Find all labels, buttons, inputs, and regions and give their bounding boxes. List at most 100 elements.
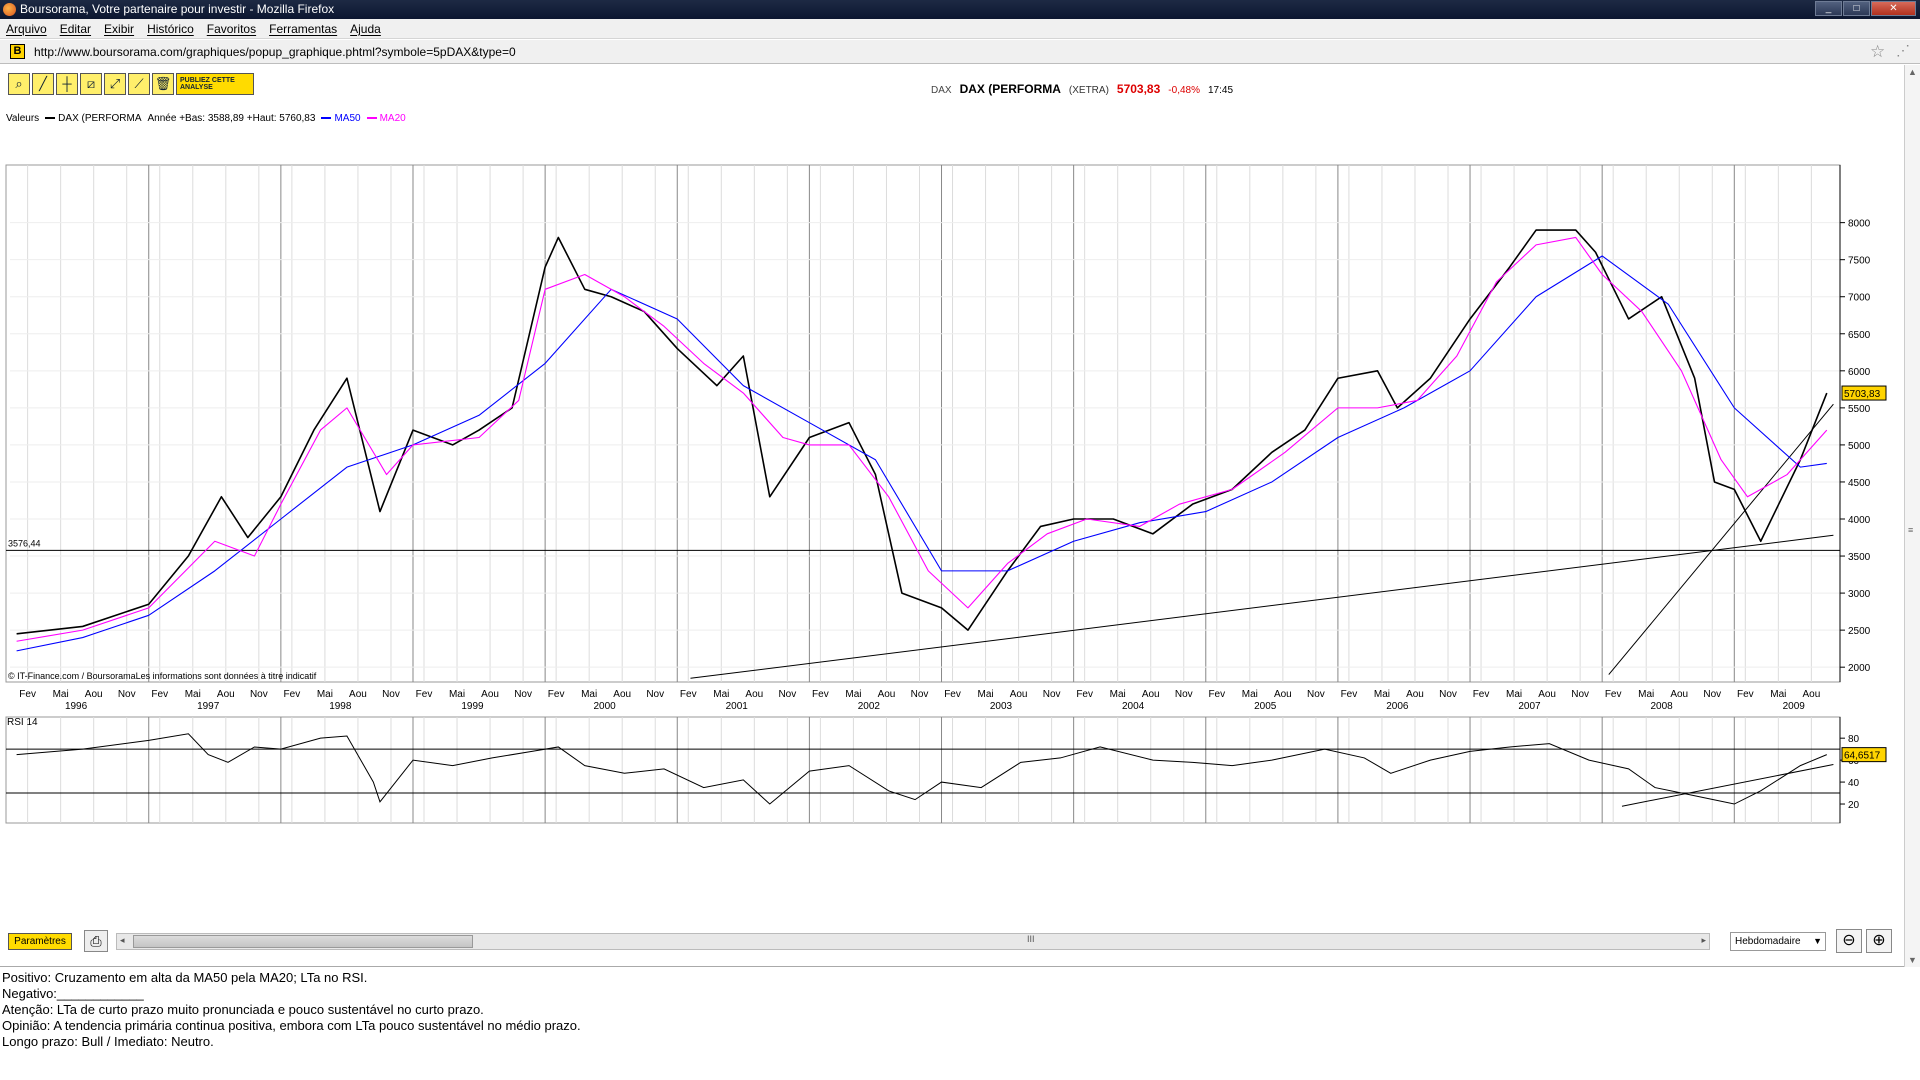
period-select[interactable]: Hebdomadaire ▼ [1730,932,1826,951]
bookmark-star-icon[interactable]: ☆ [1870,42,1886,61]
scroll-grip-icon: III [1027,934,1035,944]
y-tick-label: 3500 [1848,552,1871,563]
x-month-label: Mai [1506,689,1522,700]
analysis-notes: Positivo: Cruzamento em alta da MA50 pel… [2,970,581,1050]
url-field[interactable]: http://www.boursorama.com/graphiques/pop… [34,45,516,59]
zoom-out-icon[interactable]: ⊖ [1836,929,1862,953]
x-month-label: Nov [1175,689,1193,700]
rsi-line [16,733,1827,805]
x-year-label: 1998 [329,701,352,712]
zoom-in-icon[interactable]: ⊕ [1866,929,1892,953]
close-button[interactable]: ✕ [1871,1,1916,16]
x-month-label: Fev [944,689,961,700]
resize-grip-icon[interactable]: ⋰ [1896,42,1910,58]
y-tick-label: 4500 [1848,478,1871,489]
trash-icon[interactable]: 🗑 [152,73,174,95]
x-month-label: Nov [1703,689,1721,700]
x-month-label: Aou [1142,689,1160,700]
chart-toolbar: ⌕ ╱ ┼ ⧄ ⤢ ⟋ 🗑 PUBLIEZ CETTE ANALYSE [8,73,254,95]
maximize-button[interactable]: □ [1843,1,1870,16]
x-month-label: Aou [1274,689,1292,700]
x-month-label: Mai [1638,689,1654,700]
x-month-label: Aou [613,689,631,700]
print-icon[interactable]: ⎙ [84,930,108,952]
x-month-label: Mai [713,689,729,700]
scroll-down-icon[interactable]: ▼ [1908,955,1917,965]
rsi-y-tick-label: 80 [1848,734,1860,745]
ma50-line [16,255,1827,652]
menu-arquivo[interactable]: Arquivo [6,21,47,36]
scroll-up-icon[interactable]: ▲ [1908,67,1917,77]
menu-exibir[interactable]: Exibir [104,21,135,36]
legend-valeurs: Valeurs [6,113,40,124]
zoom-tool-icon[interactable]: ⌕ [8,73,30,95]
trendline [690,534,1834,679]
y-tick-label: 2500 [1848,626,1871,637]
quote-name: DAX (PERFORMA [959,82,1061,96]
menu-favoritos[interactable]: Favoritos [206,21,257,36]
x-month-label: Nov [1439,689,1457,700]
x-month-label: Fev [416,689,433,700]
fibonacci-tool-icon[interactable]: ⤢ [104,73,126,95]
scroll-right-icon[interactable]: ▸ [1701,935,1706,945]
x-month-label: Nov [118,689,136,700]
scroll-left-icon[interactable]: ◂ [120,935,125,945]
channel-tool-icon[interactable]: ⧄ [80,73,102,95]
price-line [16,229,1828,635]
rsi-last-label: 64,6517 [1844,751,1881,762]
x-month-label: Fev [151,689,168,700]
rsi-last-tag [1841,747,1887,763]
y-tick-label: 7500 [1848,256,1871,267]
x-month-label: Fev [284,689,301,700]
rsi-trendline [1621,764,1834,807]
x-year-label: 1999 [461,701,484,712]
quote-time: 17:45 [1207,85,1234,96]
x-month-label: Fev [1341,689,1358,700]
horizontal-line-tool-icon[interactable]: ┼ [56,73,78,95]
legend-price: DAX (PERFORMA [45,113,142,124]
x-month-label: Aou [878,689,896,700]
x-month-label: Mai [1374,689,1390,700]
y-tick-label: 5000 [1848,441,1871,452]
line-tool-icon[interactable]: ╱ [32,73,54,95]
parameters-button[interactable]: Paramètres [8,933,72,950]
x-year-label: 1997 [197,701,220,712]
firefox-icon [3,3,16,16]
note-negative: Negativo:____________ [2,986,144,1001]
period-value: Hebdomadaire [1735,936,1801,947]
y-tick-label: 2000 [1848,663,1871,674]
x-year-label: 2004 [1122,701,1145,712]
x-month-label: Mai [1110,689,1126,700]
chart-app: ⌕ ╱ ┼ ⧄ ⤢ ⟋ 🗑 PUBLIEZ CETTE ANALYSE DAX … [0,65,1920,967]
menu-historico[interactable]: Histórico [147,21,194,36]
x-month-label: Aou [745,689,763,700]
scroll-grip-icon-v: ≡ [1908,525,1914,535]
x-month-label: Aou [1406,689,1424,700]
y-tick-label: 4000 [1848,515,1871,526]
x-month-label: Aou [1010,689,1028,700]
x-month-label: Nov [514,689,532,700]
x-month-label: Mai [1242,689,1258,700]
x-month-label: Aou [1802,689,1820,700]
x-month-label: Aou [349,689,367,700]
legend-range: Année +Bas: 3588,89 +Haut: 5760,83 [147,113,316,124]
trendline [1608,403,1834,675]
publish-analysis-button[interactable]: PUBLIEZ CETTE ANALYSE [176,73,254,95]
x-year-label: 2005 [1254,701,1277,712]
horizontal-scrollbar[interactable]: ◂ III ▸ [116,933,1710,950]
fan-tool-icon[interactable]: ⟋ [128,73,150,95]
x-month-label: Mai [317,689,333,700]
menu-editar[interactable]: Editar [59,21,92,36]
vertical-scrollbar[interactable]: ▲ ≡ ▼ [1904,65,1920,967]
ma20-line [16,236,1828,642]
price-chart[interactable]: Fev Mai Aou Nov Fev Mai Aou Nov Fev Mai Aou Nov Fev M… [0,125,1904,925]
menu-ajuda[interactable]: Ajuda [350,21,381,36]
minimize-button[interactable]: _ [1815,1,1842,16]
x-year-label: 2003 [990,701,1013,712]
x-month-label: Aou [1538,689,1556,700]
scroll-thumb[interactable] [133,935,473,948]
x-month-label: Fev [1737,689,1754,700]
rsi-y-tick-label: 20 [1848,800,1860,811]
x-month-label: Nov [1571,689,1589,700]
menu-ferramentas[interactable]: Ferramentas [269,21,338,36]
